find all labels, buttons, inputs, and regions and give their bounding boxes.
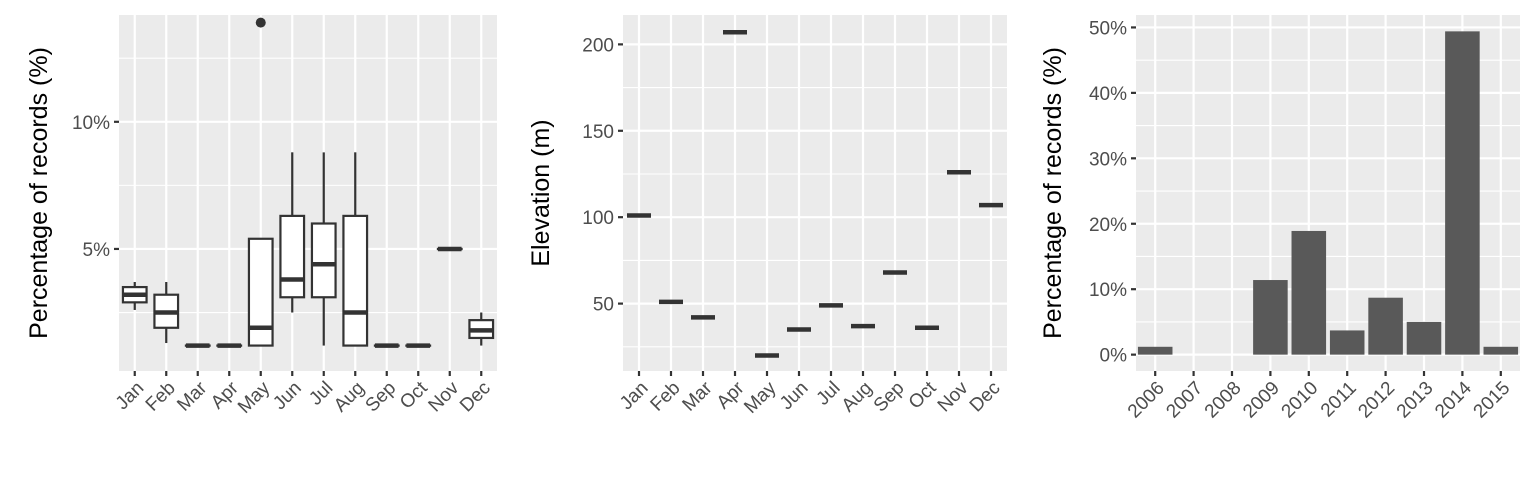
x-tick-label: Nov <box>425 377 464 416</box>
x-tick-label: Jun <box>269 378 306 415</box>
x-tick-label: Dec <box>456 378 495 417</box>
x-tick-label: Jun <box>776 378 813 415</box>
bar <box>1253 280 1288 355</box>
x-tick-label: Aug <box>330 378 369 417</box>
x-tick-label: 2008 <box>1201 378 1246 423</box>
y-axis-title: Percentage of records (%) <box>1039 47 1067 339</box>
y-tick-label: 40% <box>1089 84 1127 105</box>
x-tick-label: 2009 <box>1239 378 1284 423</box>
box-iqr <box>310 222 337 299</box>
bar <box>1406 321 1442 355</box>
box-iqr <box>247 237 274 347</box>
y-tick-label: 10% <box>1089 280 1127 301</box>
box-iqr <box>279 214 306 299</box>
x-tick-label: 2007 <box>1162 378 1207 423</box>
bar <box>1329 330 1365 355</box>
outlier-point <box>255 17 266 28</box>
x-tick-label: Jan <box>616 378 653 415</box>
y-tick-label: 30% <box>1089 149 1127 170</box>
x-tick-label: Oct <box>396 377 432 413</box>
x-tick-label: Sep <box>870 378 909 417</box>
x-tick-label: Apr <box>713 377 749 413</box>
plot-background <box>119 15 497 371</box>
y-tick-label: 50% <box>1089 18 1127 39</box>
y-tick-label: 0% <box>1100 346 1128 367</box>
y-tick-label: 10% <box>72 113 110 134</box>
box-iqr <box>342 214 369 347</box>
bar <box>1291 230 1327 355</box>
bar <box>1483 346 1519 355</box>
y-tick-label: 5% <box>83 240 111 261</box>
x-tick-label: 2011 <box>1317 378 1361 422</box>
y-axis-title: Elevation (m) <box>527 119 555 266</box>
y-axis-title: Percentage of records (%) <box>25 47 53 339</box>
x-tick-label: May <box>234 377 275 418</box>
y-tick-label: 200 <box>582 35 614 56</box>
x-tick-label: 2012 <box>1354 378 1399 423</box>
bar <box>1137 346 1173 355</box>
y-tick-label: 20% <box>1089 215 1127 236</box>
x-tick-label: Mar <box>173 377 211 415</box>
bar <box>1445 31 1480 355</box>
x-tick-label: Feb <box>142 378 180 416</box>
x-tick-label: 2010 <box>1278 378 1323 423</box>
x-tick-label: 2014 <box>1431 377 1476 422</box>
y-tick-label: 150 <box>582 122 614 143</box>
x-tick-label: Jan <box>112 378 149 415</box>
x-tick-label: 2013 <box>1393 378 1438 423</box>
x-tick-label: Nov <box>934 377 973 416</box>
x-tick-label: Mar <box>679 377 717 415</box>
x-tick-label: Feb <box>647 378 685 416</box>
y-tick-label: 100 <box>582 208 614 229</box>
yearly-percentage-bar-panel: 0%10%20%30%40%50%20062007200820092010201… <box>1039 15 1520 422</box>
plot-background <box>623 15 1007 371</box>
x-tick-label: May <box>740 377 781 418</box>
x-tick-label: Oct <box>905 377 941 413</box>
x-tick-label: 2006 <box>1124 378 1169 423</box>
x-tick-label: Dec <box>966 378 1005 417</box>
bar <box>1368 297 1403 355</box>
x-tick-label: 2015 <box>1470 378 1515 423</box>
y-tick-label: 50 <box>593 295 614 316</box>
x-tick-label: Sep <box>362 378 401 417</box>
x-tick-label: Aug <box>838 378 877 417</box>
